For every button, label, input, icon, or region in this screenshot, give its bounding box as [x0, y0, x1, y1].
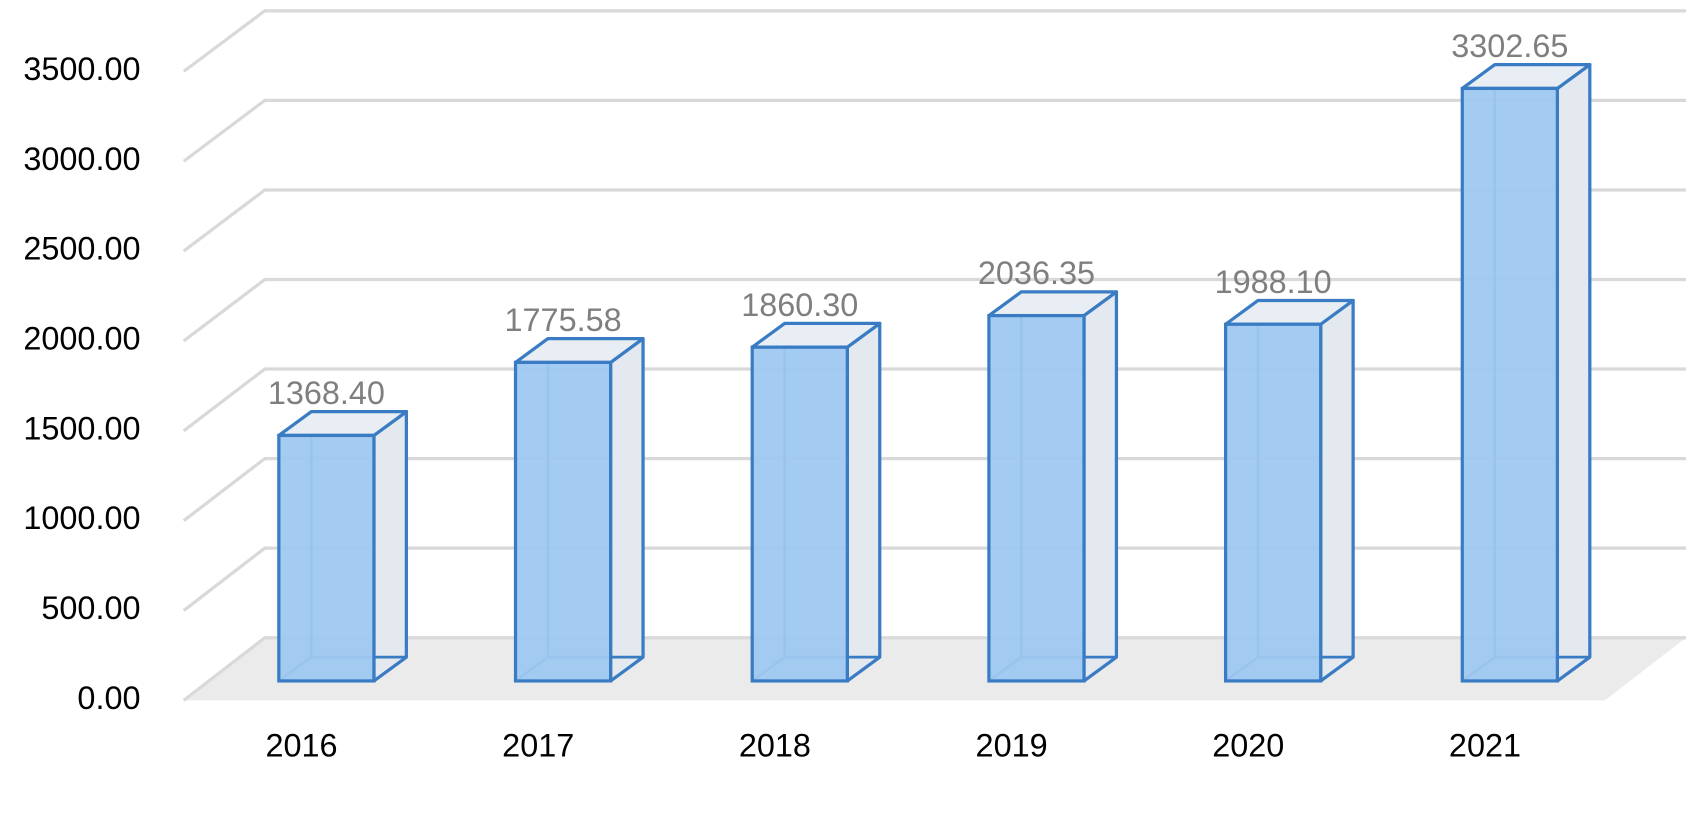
value-label: 1775.58 [505, 302, 622, 338]
grid-line [182, 188, 1686, 253]
bar [277, 433, 376, 683]
value-label: 1860.30 [741, 287, 858, 323]
y-tick-label: 1500.00 [23, 410, 140, 446]
y-tick-label: 1000.00 [23, 500, 140, 536]
x-tick-label: 2021 [1449, 728, 1521, 764]
y-tick-label: 2000.00 [23, 321, 140, 357]
bar [750, 345, 849, 683]
bar-side [1082, 290, 1119, 683]
value-label: 1988.10 [1215, 264, 1332, 300]
value-label: 1368.40 [268, 375, 385, 411]
x-tick-label: 2018 [739, 728, 811, 764]
bar [1223, 322, 1323, 683]
x-tick-label: 2016 [265, 728, 337, 764]
bar [987, 313, 1086, 683]
grid-line [182, 636, 1686, 702]
y-tick-label: 2500.00 [23, 231, 140, 267]
grid-line [182, 546, 1686, 612]
bar [1460, 86, 1560, 683]
x-tick-label: 2019 [976, 728, 1048, 764]
bar-side [1555, 63, 1592, 683]
grid-line [182, 98, 1686, 163]
grid-line [182, 456, 1686, 522]
value-label: 2036.35 [978, 255, 1095, 291]
bar-side [372, 410, 408, 683]
bar-side [845, 321, 882, 683]
y-tick-label: 3000.00 [23, 141, 140, 177]
value-label: 3302.65 [1451, 28, 1568, 64]
grid-line [182, 367, 1686, 433]
y-tick-label: 500.00 [41, 590, 140, 626]
grid-line [182, 277, 1686, 343]
x-tick-label: 2017 [502, 728, 574, 764]
bar-side [1319, 298, 1355, 683]
grid-line [182, 9, 1686, 73]
bar-side [609, 336, 645, 683]
y-tick-label: 3500.00 [23, 51, 140, 87]
bar [513, 360, 613, 683]
x-tick-label: 2020 [1212, 728, 1284, 764]
y-tick-label: 0.00 [77, 680, 140, 716]
